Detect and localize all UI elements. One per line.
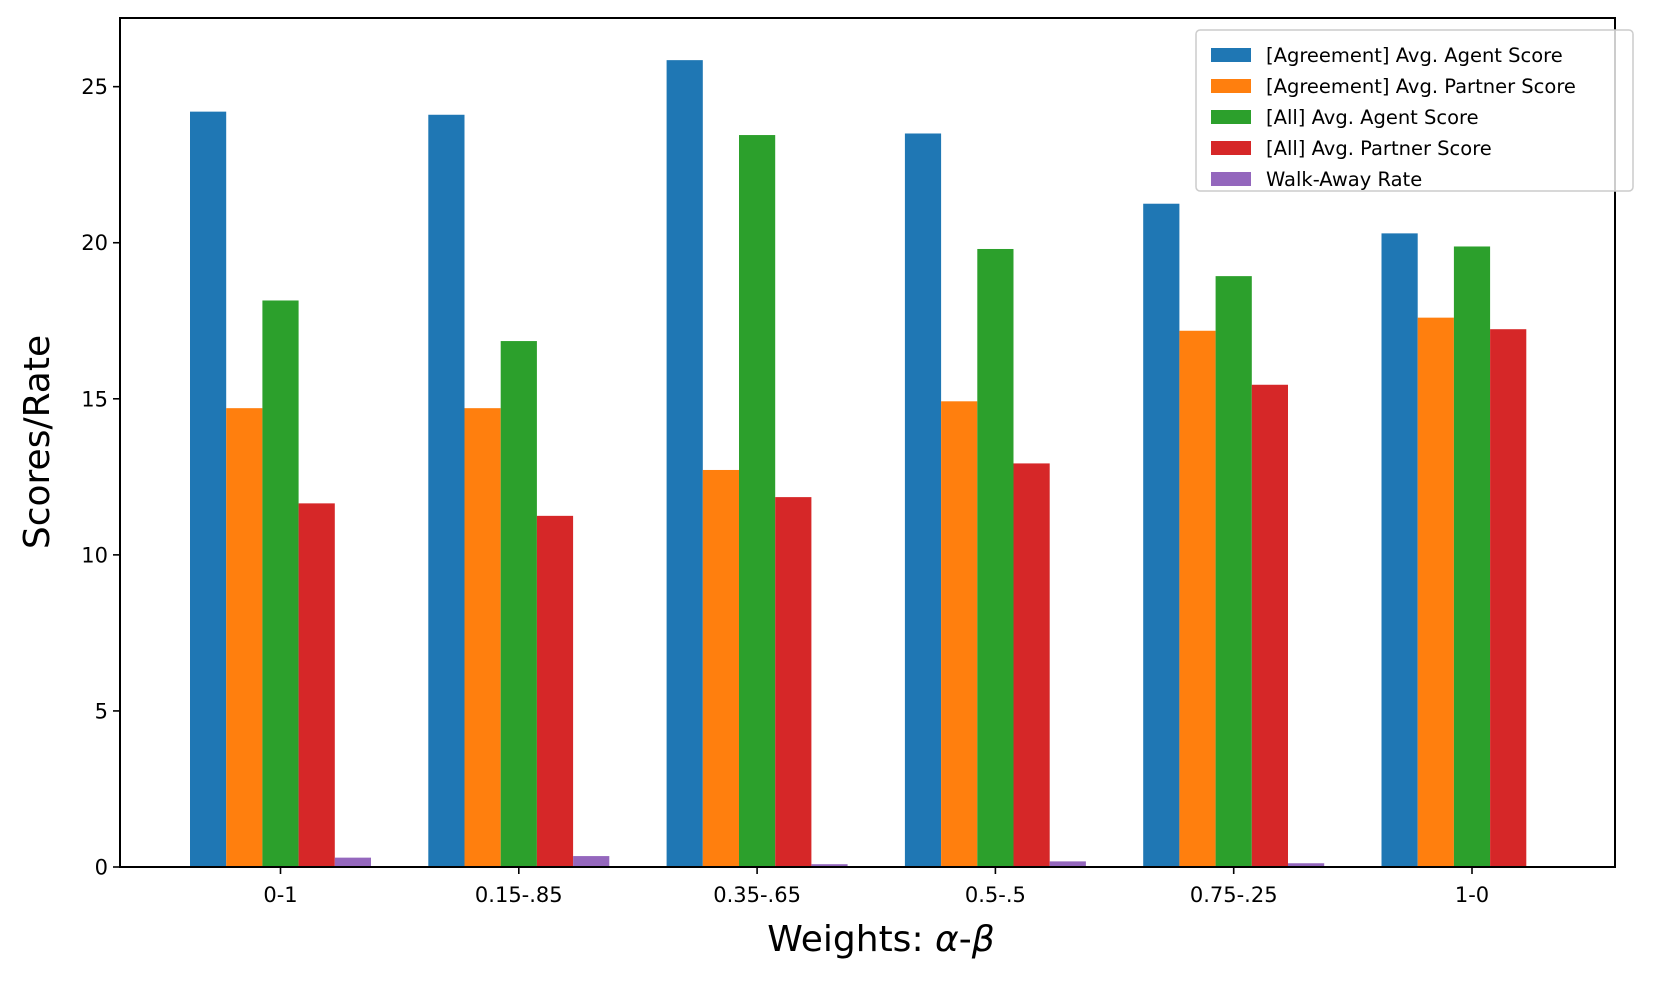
bar-4-3 [775, 497, 812, 867]
bar-1-1 [190, 111, 227, 867]
bar-2-5 [1179, 330, 1216, 867]
bar-5-2 [573, 856, 610, 867]
x-tick-label: 0.5-.5 [965, 883, 1026, 907]
x-axis-ticks: 0-1 0.15-.85 0.35-.65 0.5-.5 0.75-.25 1-0 [263, 867, 1489, 907]
x-axis-label: Weights: α-β [767, 919, 994, 960]
y-tick-label: 10 [81, 543, 108, 567]
bar-3-5 [1215, 276, 1252, 867]
bar-3-1 [262, 300, 299, 868]
x-tick-label: 0.15-.85 [475, 883, 563, 907]
y-axis-label: Scores/Rate [17, 335, 58, 549]
legend-swatch [1211, 48, 1251, 62]
y-tick-label: 5 [95, 699, 108, 723]
bar-1-6 [1381, 233, 1418, 867]
bars-layer [190, 60, 1527, 868]
bar-5-3 [811, 864, 848, 867]
bar-3-3 [739, 135, 776, 868]
legend-entry: [Agreement] Avg. Partner Score [1266, 75, 1576, 98]
bar-3-6 [1453, 246, 1491, 868]
y-tick-label: 25 [81, 75, 108, 99]
bar-4-2 [536, 515, 574, 867]
x-tick-label: 0.35-.65 [713, 883, 801, 907]
y-tick-label: 15 [81, 387, 108, 411]
legend-swatch [1211, 141, 1251, 155]
bar-4-4 [1013, 463, 1050, 867]
bar-2-1 [226, 408, 263, 867]
bar-3-4 [977, 248, 1014, 868]
x-axis-label-dash: - [959, 919, 972, 960]
legend-entry: Walk-Away Rate [1266, 168, 1422, 191]
legend: [Agreement] Avg. Agent Score [Agreement] … [1195, 29, 1634, 192]
bar-3-2 [500, 341, 537, 867]
x-axis-label-alpha: α [935, 919, 959, 960]
bar-4-5 [1251, 384, 1288, 867]
x-axis-label-prefix: Weights: [767, 919, 935, 960]
x-tick-label: 0-1 [263, 883, 297, 907]
y-tick-label: 0 [95, 856, 108, 880]
bar-5-1 [334, 857, 371, 867]
bar-1-4 [904, 133, 942, 868]
plot-frame [119, 17, 1616, 868]
x-tick-label: 0.75-.25 [1190, 883, 1278, 907]
legend-swatch [1211, 172, 1251, 186]
legend-entry: [All] Avg. Partner Score [1266, 137, 1492, 160]
bar-2-4 [941, 401, 978, 867]
legend-box [1195, 29, 1634, 192]
legend-entry: [All] Avg. Agent Score [1266, 106, 1479, 129]
legend-swatch [1211, 110, 1251, 124]
bar-5-4 [1049, 861, 1086, 867]
legend-entry: [Agreement] Avg. Agent Score [1266, 44, 1563, 67]
bar-2-3 [702, 469, 739, 867]
y-axis-ticks: 0 5 10 15 20 25 [81, 75, 120, 880]
bar-2-6 [1417, 317, 1454, 867]
bar-1-2 [428, 114, 465, 867]
bar-2-2 [464, 408, 501, 867]
bar-5-5 [1288, 863, 1325, 867]
x-axis-label-beta: β [971, 919, 995, 960]
y-tick-label: 20 [81, 231, 108, 255]
bar-4-6 [1490, 329, 1527, 867]
x-tick-label: 1-0 [1455, 883, 1489, 907]
bar-1-3 [666, 60, 703, 867]
bar-1-5 [1143, 203, 1180, 868]
bar-4-1 [298, 503, 335, 867]
legend-swatch [1211, 79, 1251, 93]
